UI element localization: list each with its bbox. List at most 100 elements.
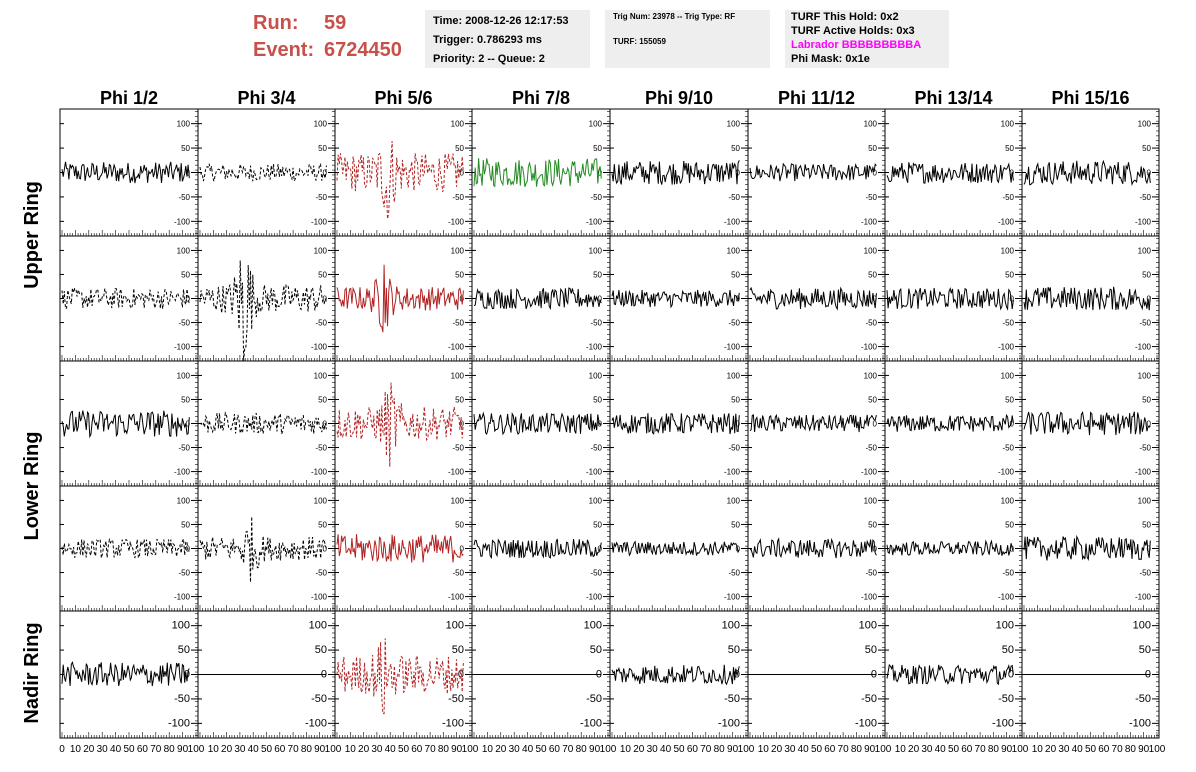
column-header-7: Phi 13/14	[914, 88, 992, 108]
y-tick-label: 50	[868, 144, 877, 153]
y-tick-label: -50	[315, 444, 327, 453]
x-tick-label: 40	[385, 744, 397, 755]
x-tick-label: 60	[411, 744, 423, 755]
turf-info-box: TURF This Hold: 0x2 TURF Active Holds: 0…	[785, 10, 949, 68]
x-tick-label: 50	[1085, 744, 1097, 755]
y-tick-label: 100	[314, 496, 328, 505]
y-tick-label: -100	[311, 468, 328, 477]
y-tick-label: 100	[864, 371, 878, 380]
waveform-trace	[611, 664, 740, 686]
x-tick-label: 20	[771, 744, 783, 755]
x-tick-label: 40	[1072, 744, 1084, 755]
y-tick-label: 50	[868, 520, 877, 529]
y-tick-label: -100	[174, 217, 191, 226]
waveform-trace	[611, 160, 740, 185]
y-tick-label: -50	[865, 569, 877, 578]
y-tick-label: -50	[590, 569, 602, 578]
y-tick-label: 100	[172, 620, 190, 632]
x-tick-label: 60	[687, 744, 699, 755]
y-tick-label: 100	[1001, 120, 1015, 129]
x-tick-label: 100	[1149, 744, 1166, 755]
waveform-trace	[61, 661, 190, 687]
y-tick-label: 100	[859, 620, 877, 632]
y-tick-label: 50	[178, 644, 190, 656]
y-tick-label: 0	[460, 545, 465, 554]
y-tick-label: -100	[998, 468, 1015, 477]
y-tick-label: 50	[1142, 270, 1151, 279]
waveform-trace	[749, 162, 877, 182]
y-tick-label: -100	[724, 593, 741, 602]
y-tick-label: -100	[168, 717, 190, 729]
x-tick-label: 90	[1001, 744, 1013, 755]
y-tick-label: 100	[451, 246, 465, 255]
y-tick-label: 0	[1010, 420, 1015, 429]
y-tick-label: 50	[455, 144, 464, 153]
waveform-trace	[886, 286, 1014, 311]
y-tick-label: 100	[589, 120, 603, 129]
x-tick-label: 80	[1125, 744, 1137, 755]
x-tick-label: 80	[988, 744, 1000, 755]
y-tick-label: -100	[586, 343, 603, 352]
y-tick-label: -100	[174, 343, 191, 352]
y-tick-label: 100	[451, 371, 465, 380]
x-tick-label: 20	[83, 744, 95, 755]
y-tick-label: -100	[448, 217, 465, 226]
turf-active-holds-text: TURF Active Holds: 0x3	[791, 25, 915, 37]
y-tick-label: 50	[1005, 520, 1014, 529]
y-tick-label: -50	[315, 569, 327, 578]
y-tick-label: 0	[186, 420, 191, 429]
y-tick-label: -50	[311, 693, 327, 705]
x-tick-label: 10	[208, 744, 220, 755]
trig-num-text: Trig Num: 23978 -- Trig Type: RF	[613, 12, 736, 21]
y-tick-label: -50	[590, 193, 602, 202]
x-tick-label: 60	[824, 744, 836, 755]
waveform-trace	[336, 140, 464, 219]
x-tick-label: 100	[462, 744, 479, 755]
x-tick-label: 30	[784, 744, 796, 755]
y-tick-label: 50	[593, 144, 602, 153]
x-tick-label: 10	[345, 744, 357, 755]
x-tick-label: 10	[620, 744, 632, 755]
time-text: Time: 2008-12-26 12:17:53	[433, 15, 569, 27]
x-tick-label: 40	[660, 744, 672, 755]
y-tick-label: 50	[728, 644, 740, 656]
y-tick-label: 100	[727, 120, 741, 129]
waveform-trace	[473, 411, 602, 436]
waveform-trace	[749, 286, 877, 311]
x-tick-label: 90	[589, 744, 601, 755]
y-tick-label: 100	[727, 371, 741, 380]
column-header-6: Phi 11/12	[778, 88, 855, 108]
x-tick-label: 70	[700, 744, 712, 755]
waveform-trace	[61, 536, 190, 560]
x-tick-label: 50	[948, 744, 960, 755]
waveform-trace	[61, 287, 190, 310]
x-tick-label: 10	[758, 744, 770, 755]
y-tick-label: -100	[724, 468, 741, 477]
y-tick-label: 0	[1010, 295, 1015, 304]
x-tick-label: 80	[301, 744, 313, 755]
y-tick-label: 100	[589, 496, 603, 505]
y-tick-label: -100	[855, 717, 877, 729]
y-tick-label: 100	[177, 246, 191, 255]
x-tick-label: 20	[633, 744, 645, 755]
waveform-trace	[886, 663, 1014, 686]
x-tick-label: 70	[562, 744, 574, 755]
y-tick-label: 50	[865, 644, 877, 656]
y-tick-label: -50	[998, 693, 1014, 705]
y-tick-label: -50	[861, 693, 877, 705]
column-header-8: Phi 15/16	[1051, 88, 1129, 108]
y-tick-label: 50	[1002, 644, 1014, 656]
y-tick-label: -50	[724, 693, 740, 705]
x-tick-label: 100	[1012, 744, 1029, 755]
waveform-trace	[611, 289, 740, 309]
x-tick-label: 40	[248, 744, 260, 755]
y-tick-label: 50	[455, 395, 464, 404]
y-tick-label: 0	[323, 169, 328, 178]
y-tick-label: 0	[1147, 545, 1152, 554]
y-tick-label: -50	[1002, 193, 1014, 202]
y-tick-label: -50	[178, 193, 190, 202]
y-tick-label: -50	[1139, 319, 1151, 328]
x-tick-label: 80	[851, 744, 863, 755]
y-tick-label: 50	[1139, 644, 1151, 656]
y-tick-label: -100	[1135, 343, 1152, 352]
